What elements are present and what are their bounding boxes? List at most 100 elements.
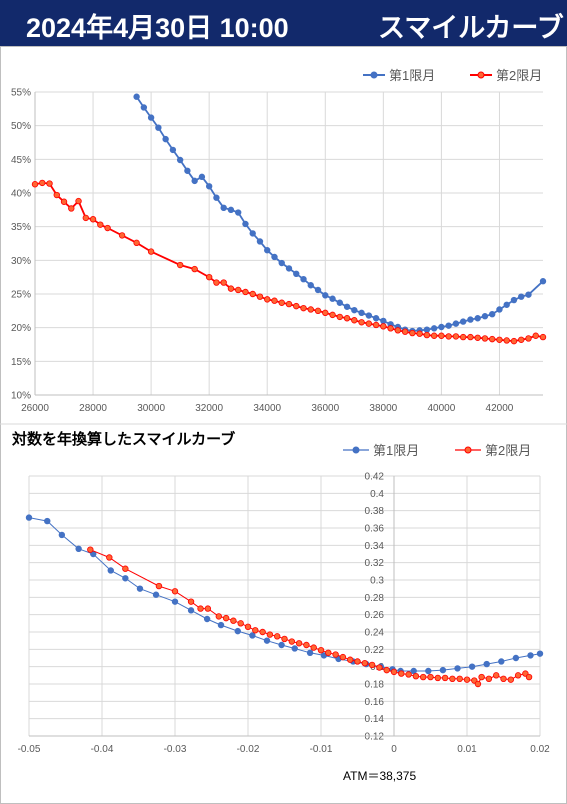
chart2-series2-point [215,613,222,620]
chart1-series1-point [300,275,307,283]
chart2-series1-point [58,531,66,539]
chart2-legend-marker [464,446,472,454]
chart1-series2-point [249,290,256,298]
chart2-series2-point [237,620,244,627]
chart1-series1-point [147,114,155,121]
chart1-series2-point [423,331,431,339]
chart2-series1-point [263,637,271,644]
chart1-series1-point [365,312,373,319]
chart1-xtick-label: 40000 [427,403,455,414]
chart2-series1-point [291,645,298,652]
chart1-series1-point [510,296,518,304]
chart2-series1-point [136,585,144,592]
chart2-series2-point [339,653,347,661]
chart1-series2-point [60,198,68,205]
chart2-series2-point [155,582,163,590]
chart2-series2-point [427,673,434,681]
chart2-series2-point [354,658,361,665]
chart1-series1-point [314,286,322,294]
chart1-series1-point [234,209,242,216]
chart1-legend-marker [477,71,485,79]
chart1-xtick-label: 42000 [486,403,514,414]
chart1-series1-point [198,173,206,181]
chart1-series1-point [176,156,184,164]
chart2-ytick-label: 0.32 [365,558,385,569]
chart1-series2-point [518,336,525,343]
chart2-series1-point [468,663,476,670]
chart1-xtick-label: 30000 [137,403,165,414]
chart2-series2-point [222,614,230,622]
chart1-xtick-label: 34000 [253,403,281,414]
chart1-series1-point [220,204,227,212]
chart2-xtick-label: -0.02 [237,744,260,755]
chart1-series2-point [264,296,271,303]
chart1-series1-point [242,220,249,228]
chart1-series2-point [496,336,503,343]
chart1-series2-point [68,205,75,212]
chart1-series1-point [539,278,547,285]
chart1-series1-point [459,318,467,325]
chart1-series2-point [53,191,60,199]
chart2-series2-point [266,631,274,638]
chart1-ytick-label: 35% [11,222,31,233]
chart1-series1-point [518,293,525,300]
chart1-series1-point [271,253,278,261]
chart1-series2-point [300,304,307,312]
chart1-series2-point [358,319,365,326]
chart2-series1-point [217,621,225,629]
chart2-series2-point [507,676,514,683]
chart1-series2-point [452,333,460,340]
chart2-series1-point [122,575,129,582]
chart2-series1-point [25,514,33,521]
chart2-series2-point [368,661,376,669]
chart2-series1-point [439,666,447,674]
chart2-series2-point [398,670,405,677]
chart2-xtick-label: -0.01 [310,744,333,755]
chart1-series2-point [343,315,351,322]
chart1-series2-point [205,273,213,281]
chart1-series2-point [89,216,97,223]
chart2-ytick-label: 0.22 [365,645,385,656]
chart2-ytick-label: 0.12 [365,732,385,743]
chart2-series2-point [434,674,441,682]
chart1-series1-point [336,299,343,306]
chart1-series2-point [416,330,423,337]
chart1-xtick-label: 38000 [369,403,397,414]
chart2-ytick-label: 0.42 [365,472,385,483]
chart2-series2-point [310,644,317,651]
chart1-series2-point [147,248,155,255]
chart1-series1-point [213,194,220,201]
chart2-ytick-label: 0.38 [365,506,385,517]
chart1-series1-point [430,325,438,332]
chart2-series2-point [295,640,303,647]
chart1-series2-point [329,311,336,319]
chart1-series1-point [358,309,365,317]
chart1-ytick-label: 20% [11,323,31,334]
chart1-series2-point [467,333,474,341]
chart1-series2-point [176,261,184,269]
chart1-series1-point [489,311,496,318]
chart2-series1-point [483,660,490,668]
chart2-ytick-label: 0.34 [365,541,385,552]
chart2-series2-point [525,673,533,681]
chart1-series1-point [227,206,235,214]
chart1-series2-point [213,279,220,286]
chart1-series1-point [249,230,256,237]
chart1-series1-point [322,292,329,299]
chart2-series2-point [405,671,412,678]
chart1-series2-point [191,265,198,273]
chart2-series2-point [122,565,129,572]
chart2-series1-point [498,658,505,665]
chart1-series1-point [438,323,445,331]
chart1-series1-point [264,247,271,254]
chart1-series1-point [293,270,300,277]
chart1-series2-point [271,297,278,304]
chart2-title: 対数を年換算したスマイルカーブ [11,430,235,448]
chart2-series1-point [278,641,285,649]
chart1-series2-point [438,332,445,339]
chart1-series1-point [162,135,169,143]
chart1-series1-point [525,291,532,298]
chart1-series2-point [489,335,496,343]
chart1-series2-point [322,309,329,317]
chart1-series1-line [135,96,544,332]
